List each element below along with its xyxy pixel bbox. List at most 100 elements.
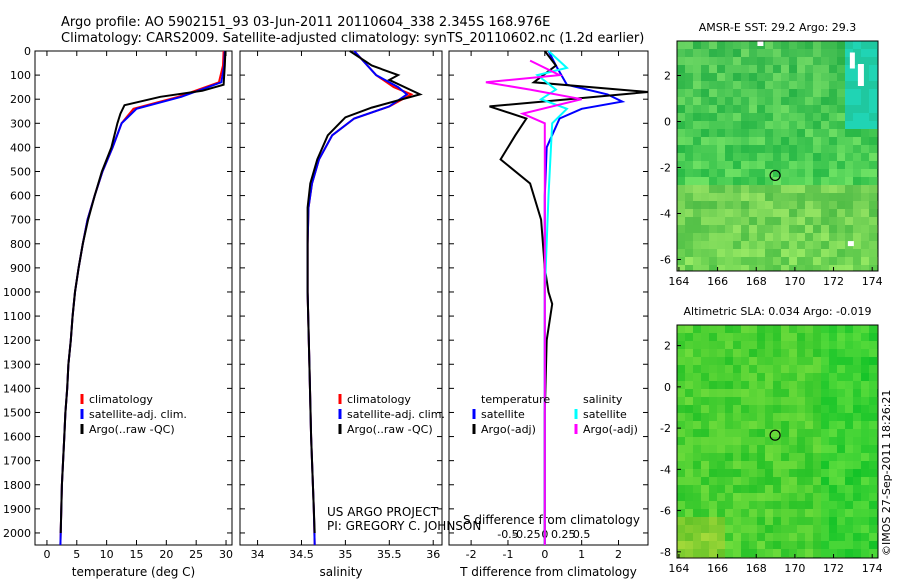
sst_map-cell <box>869 161 877 169</box>
sst_map-cell <box>797 41 805 49</box>
sst_map-cell <box>853 257 861 265</box>
sla_map-cell <box>765 341 773 349</box>
sst_map-cell <box>701 241 709 249</box>
sla_map-cell <box>861 357 869 365</box>
sst_map-cell <box>789 49 797 57</box>
sst_map-cell <box>805 41 813 49</box>
temperature-axes-frame <box>34 50 233 546</box>
sst_map-xtick-label: 174 <box>862 275 883 288</box>
sla_map-cell <box>749 357 757 365</box>
sla_map-cell <box>693 453 701 461</box>
sst_map-cell <box>861 169 869 177</box>
sla_map-cell <box>821 397 829 405</box>
sst_map-cell <box>853 153 861 161</box>
sst_map-cell <box>693 249 701 257</box>
sla_map-cell <box>701 541 709 549</box>
sla_map-cell <box>845 341 853 349</box>
sst_map-cell <box>757 65 765 73</box>
sla_map-cell <box>813 333 821 341</box>
sla_map-cell <box>805 325 813 333</box>
sla_map-cell <box>789 493 797 501</box>
sla_map-cell <box>741 397 749 405</box>
sla_map-cell <box>845 469 853 477</box>
sst_map-cell <box>717 81 725 89</box>
sst_map-cell <box>813 49 821 57</box>
sst_map-cell <box>813 257 821 265</box>
sst_map-cell <box>829 153 837 161</box>
sla_map-cell <box>717 397 725 405</box>
sla_map-cell <box>741 437 749 445</box>
sst_map-cell <box>845 169 853 177</box>
sst_map-cell <box>837 233 845 241</box>
sst_map-cell <box>845 233 853 241</box>
sla_map-cell <box>781 365 789 373</box>
sst_map-cell <box>845 177 853 185</box>
sla_map-cell <box>829 389 837 397</box>
sst_map-cell <box>749 249 757 257</box>
sla_map-cell <box>741 461 749 469</box>
sst_map-cell <box>773 249 781 257</box>
sla_map-cell <box>813 477 821 485</box>
sst_map-cell <box>773 73 781 81</box>
salinity-axes-frame <box>239 50 443 546</box>
sla_map-cell <box>869 493 877 501</box>
sla_map-cell <box>677 533 685 541</box>
sla_map-cell <box>701 421 709 429</box>
sla_map-cell <box>757 397 765 405</box>
sla_map-cell <box>789 381 797 389</box>
difference-axes-frame <box>448 50 649 546</box>
sla_map-cell <box>821 541 829 549</box>
sst_map-cell <box>677 65 685 73</box>
sst_map-cell <box>693 153 701 161</box>
sst_map-cell <box>845 249 853 257</box>
sst_map-cell <box>797 49 805 57</box>
sla_map-cell <box>677 357 685 365</box>
sst_map-cell <box>773 169 781 177</box>
sst_map-cell <box>869 49 877 57</box>
sla_map-cell <box>749 381 757 389</box>
sst_map-cell <box>829 129 837 137</box>
sst_map-cell <box>829 241 837 249</box>
sla_map-cell <box>717 389 725 397</box>
sla_map-cell <box>797 373 805 381</box>
sst_map-cell <box>781 129 789 137</box>
sst_map-cell <box>773 129 781 137</box>
sst_map-cell <box>701 209 709 217</box>
sst_map-cell <box>821 233 829 241</box>
sst_map-cell <box>837 185 845 193</box>
sla_map-cell <box>853 517 861 525</box>
sst_map-cell <box>781 233 789 241</box>
sla_map-cell <box>781 397 789 405</box>
sst_map-cell <box>845 209 853 217</box>
sla_map-cell <box>757 429 765 437</box>
sst_map-cell <box>869 193 877 201</box>
temperature-xtick-label: 5 <box>73 548 80 561</box>
sst_map-cell <box>829 81 837 89</box>
sla_map-cell <box>805 357 813 365</box>
sla_map-cell <box>813 357 821 365</box>
sst_map-cell <box>693 73 701 81</box>
sla_map-cell <box>685 549 693 557</box>
sst_map-cell <box>789 177 797 185</box>
sla_map-cell <box>701 533 709 541</box>
depth-ytick-label: 900 <box>10 262 31 275</box>
sst_map-cell <box>797 225 805 233</box>
sla_map-cell <box>813 469 821 477</box>
depth-ytick-label: 1200 <box>3 334 31 347</box>
sla_map-cell <box>725 325 733 333</box>
sst_map-cell <box>773 225 781 233</box>
sla_map-cell <box>853 429 861 437</box>
sla_map-cell <box>749 405 757 413</box>
sst_map-cell <box>853 169 861 177</box>
sst_map-cell <box>709 57 717 65</box>
sst_map-cell <box>853 217 861 225</box>
sla_map-cell <box>765 509 773 517</box>
sst_map-cell <box>789 57 797 65</box>
sst_map-cell <box>829 137 837 145</box>
sla_map-cell <box>837 485 845 493</box>
sla_map-cell <box>717 493 725 501</box>
sla_map-cell <box>677 517 685 525</box>
sst_map-cell <box>765 153 773 161</box>
sla_map-cell <box>677 541 685 549</box>
sst_map-cell <box>709 161 717 169</box>
